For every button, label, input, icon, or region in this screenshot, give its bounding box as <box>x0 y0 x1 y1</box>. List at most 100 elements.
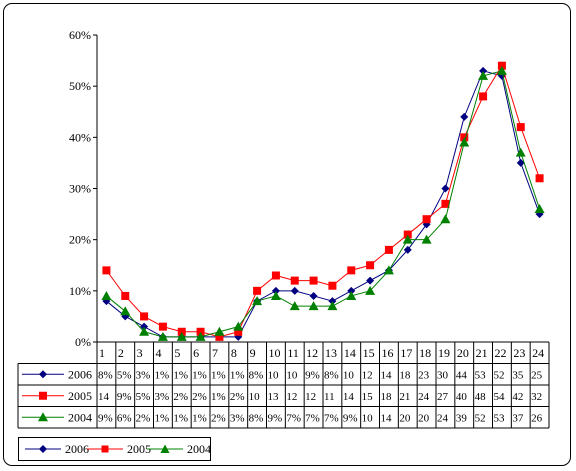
data-point <box>271 286 280 295</box>
x-tick-label: 14 <box>344 346 356 360</box>
data-point <box>497 61 506 70</box>
data-point <box>535 174 544 183</box>
x-tick-label: 18 <box>419 346 431 360</box>
table-cell-value: 52 <box>475 412 486 424</box>
table-cell-value: 8% <box>249 412 264 424</box>
data-point <box>479 92 488 101</box>
legend-label: 2006 <box>65 442 89 456</box>
table-cell-value: 30 <box>437 369 449 381</box>
table-cell-value: 5% <box>136 391 151 403</box>
table-cell-value: 3% <box>136 369 151 381</box>
table-cell-value: 1% <box>192 369 207 381</box>
legend-item-series-1: 2006 <box>25 438 89 460</box>
data-point <box>253 286 262 295</box>
legend-label: 2005 <box>127 442 151 456</box>
data-point <box>384 245 393 254</box>
table-cell-value: 10 <box>268 369 280 381</box>
data-point <box>402 234 413 244</box>
legend-marker-square-icon <box>87 445 123 453</box>
table-cell-value: 5% <box>117 369 132 381</box>
table-cell-value: 27 <box>437 391 449 403</box>
data-point <box>441 199 450 208</box>
y-tick-label: 60% <box>69 28 91 42</box>
table-cell-value: 53 <box>494 412 506 424</box>
data-point <box>140 322 149 331</box>
data-point <box>403 230 412 239</box>
data-point <box>176 331 187 341</box>
table-cell-value: 24 <box>437 412 449 424</box>
data-point <box>365 285 376 295</box>
data-point <box>158 322 167 331</box>
table-cell-value: 44 <box>456 369 468 381</box>
table-cell-value: 35 <box>512 369 524 381</box>
table-cell-value: 42 <box>512 391 523 403</box>
table-cell-value: 13 <box>268 391 280 403</box>
table-cell-value: 10 <box>343 369 355 381</box>
data-point <box>421 234 432 244</box>
x-tick-label: 15 <box>363 346 375 360</box>
table-series-name: 2004 <box>68 410 92 424</box>
table-cell-value: 8% <box>98 369 113 381</box>
data-point <box>347 266 356 275</box>
table-legend-diamond-icon <box>39 370 47 379</box>
data-point <box>195 331 206 341</box>
data-point <box>383 265 394 275</box>
table-cell-value: 10 <box>362 412 374 424</box>
series-line-1 <box>106 70 541 338</box>
legend-item-series-2: 2005 <box>87 438 151 460</box>
data-point <box>460 133 469 142</box>
x-tick-label: 21 <box>476 346 488 360</box>
table-cell-value: 1% <box>192 412 207 424</box>
table-cell-value: 10 <box>286 369 298 381</box>
table-cell-value: 2% <box>192 391 207 403</box>
data-point <box>290 286 299 295</box>
data-point <box>478 70 489 80</box>
data-point <box>403 245 412 254</box>
table-cell-value: 7% <box>286 412 301 424</box>
table-cell-value: 14 <box>343 391 355 403</box>
table-cell-value: 7% <box>305 412 320 424</box>
data-point <box>459 137 470 147</box>
table-cell-value: 3% <box>155 391 170 403</box>
table-series-name: 2005 <box>68 389 92 403</box>
data-point <box>366 276 375 285</box>
table-cell-value: 8% <box>324 369 339 381</box>
table-cell-value: 18 <box>381 391 393 403</box>
table-cell-value: 1% <box>173 369 188 381</box>
table-cell-value: 1% <box>173 412 188 424</box>
table-cell-value: 39 <box>456 412 468 424</box>
y-tick-label: 10% <box>69 284 91 298</box>
x-tick-label: 13 <box>325 346 337 360</box>
data-point <box>271 271 280 280</box>
data-point <box>441 184 450 193</box>
table-cell-value: 11 <box>324 391 335 403</box>
data-point <box>328 281 337 290</box>
legend-marker-triangle-icon <box>147 444 183 453</box>
series-line-3 <box>106 70 541 338</box>
table-cell-value: 14 <box>98 391 110 403</box>
table-cell-value: 2% <box>173 391 188 403</box>
data-point <box>121 291 130 300</box>
table-cell-value: 37 <box>512 412 524 424</box>
legend-marker-diamond-icon <box>25 445 61 453</box>
table-cell-value: 10 <box>249 391 261 403</box>
data-point <box>140 312 149 321</box>
table-cell-value: 20 <box>418 412 430 424</box>
data-point <box>366 261 375 270</box>
data-point <box>347 286 356 295</box>
table-legend-square-icon <box>39 391 47 400</box>
table-cell-value: 14 <box>381 412 393 424</box>
x-tick-label: 23 <box>513 346 525 360</box>
x-tick-label: 16 <box>382 346 394 360</box>
y-tick-label: 30% <box>69 182 91 196</box>
table-cell-value: 2% <box>136 412 151 424</box>
table-cell-value: 23 <box>418 369 430 381</box>
x-tick-label: 11 <box>287 346 299 360</box>
x-tick-label: 2 <box>118 346 124 360</box>
table-cell-value: 8% <box>249 369 264 381</box>
table-cell-value: 20 <box>399 412 411 424</box>
y-tick-label: 40% <box>69 130 91 144</box>
data-point <box>102 266 111 275</box>
table-cell-value: 25 <box>531 369 543 381</box>
table-cell-value: 1% <box>155 369 170 381</box>
